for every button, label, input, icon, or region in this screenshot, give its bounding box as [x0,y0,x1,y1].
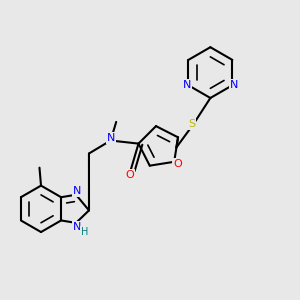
Text: S: S [188,119,195,129]
Text: O: O [173,159,182,169]
Text: N: N [183,80,191,90]
Text: N: N [73,186,82,196]
Text: N: N [106,133,115,143]
Text: O: O [126,170,134,180]
Text: N: N [230,80,238,90]
Text: H: H [81,226,88,237]
Text: N: N [73,222,82,232]
